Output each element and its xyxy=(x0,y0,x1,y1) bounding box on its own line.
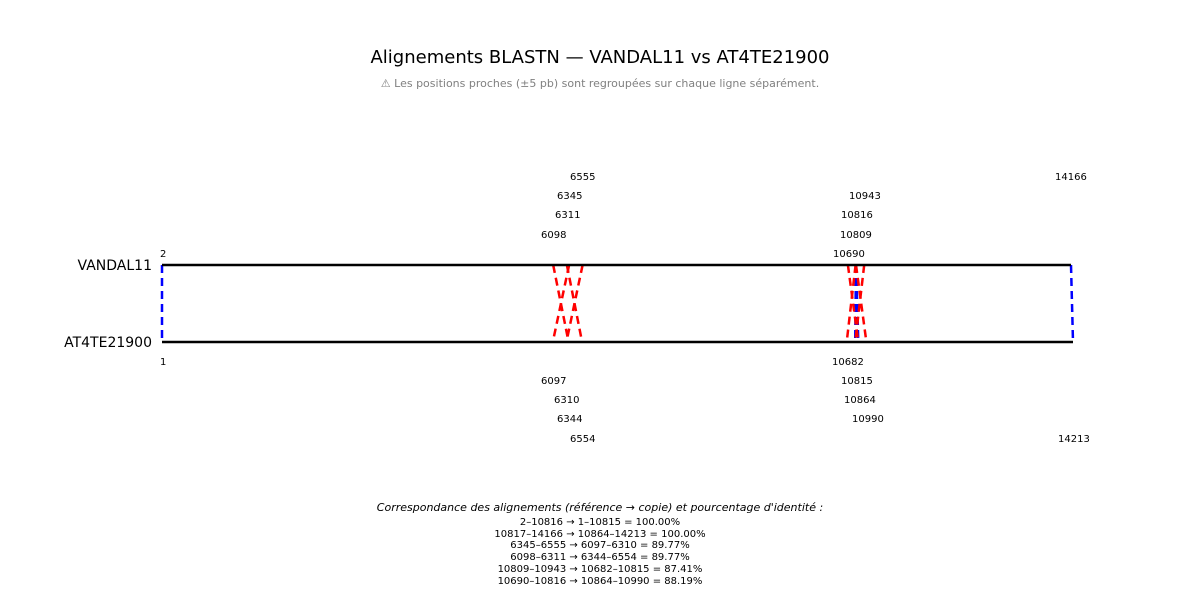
legend-list: 2–10816 → 1–10815 = 100.00% 10817–14166 … xyxy=(0,517,1200,587)
bottom-position-label: 6310 xyxy=(554,395,579,406)
bottom-position-label: 14213 xyxy=(1058,434,1090,445)
alignment-link-3-end xyxy=(565,264,584,343)
bottom-position-label: 6554 xyxy=(570,434,595,445)
bottom-start-label: 1 xyxy=(160,357,166,368)
legend-line: 10809–10943 → 10682–10815 = 87.41% xyxy=(497,563,703,575)
bottom-position-label: 6097 xyxy=(541,376,566,387)
alignment-link-3-start xyxy=(551,264,570,343)
alignment-link-1-end xyxy=(1069,264,1075,343)
diagram-title: Alignements BLASTN — VANDAL11 vs AT4TE21… xyxy=(370,47,830,68)
top-position-label: 10809 xyxy=(840,230,872,241)
top-position-label: 6345 xyxy=(557,191,582,202)
bottom-position-label: 10990 xyxy=(852,414,884,425)
legend-line: 6345–6555 → 6097–6310 = 89.77% xyxy=(510,540,690,552)
bottom-sequence-name: AT4TE21900 xyxy=(64,335,152,351)
legend-line: 2–10816 → 1–10815 = 100.00% xyxy=(519,517,681,528)
top-position-label: 6098 xyxy=(541,230,566,241)
top-position-label: 10816 xyxy=(841,210,873,221)
top-position-label: 6555 xyxy=(570,172,595,183)
diagram-subtitle: ⚠ Les positions proches (±5 pb) sont reg… xyxy=(380,77,820,90)
top-position-labels: 6555 6345 6311 6098 10943 10816 10809 10… xyxy=(541,172,1087,260)
legend-line: 10817–14166 → 10864–14213 = 100.00% xyxy=(494,528,706,540)
top-start-label: 2 xyxy=(160,249,166,260)
top-position-label: 10943 xyxy=(849,191,881,202)
top-sequence-name: VANDAL11 xyxy=(78,258,152,274)
alignment-layer xyxy=(160,264,1075,343)
bottom-position-labels: 10682 6097 6310 6344 6554 10815 10864 10… xyxy=(541,357,1090,445)
bottom-position-label: 6344 xyxy=(557,414,582,425)
top-position-label: 6311 xyxy=(555,210,580,221)
bottom-position-label: 10864 xyxy=(844,395,876,406)
legend-line: 10690–10816 → 10864–10990 = 88.19% xyxy=(497,575,703,587)
legend-line: 6098–6311 → 6344–6554 = 89.77% xyxy=(510,552,690,564)
alignment-link-5-start xyxy=(846,264,860,343)
top-position-label: 14166 xyxy=(1055,172,1087,183)
bottom-position-label: 10815 xyxy=(841,376,873,387)
top-position-label: 10690 xyxy=(833,249,865,260)
legend-heading: Correspondance des alignements (référenc… xyxy=(376,501,824,514)
bottom-position-label: 10682 xyxy=(832,357,864,368)
